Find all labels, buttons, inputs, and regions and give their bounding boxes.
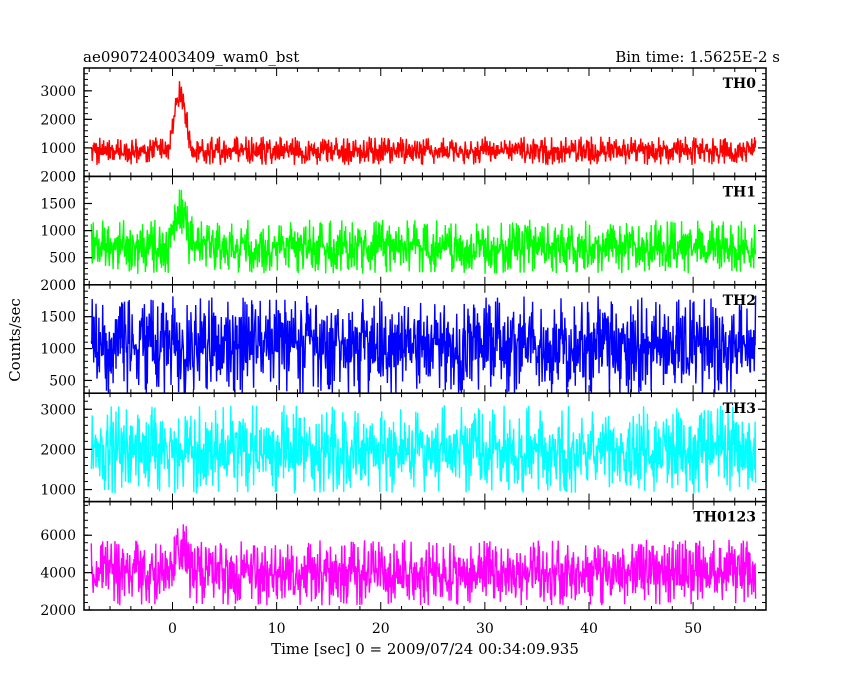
panel-label-th2: TH2 [723,293,756,309]
x-tick-label: 50 [684,621,702,637]
panel-th2: 500 1000 1500 2000 TH2 [40,278,767,394]
y-tick-label: 2000 [40,442,76,458]
y-tick-label: 2000 [40,169,76,185]
y-tick-label: 2000 [40,112,76,128]
y-tick-label: 6000 [40,528,76,544]
panel-label-th0123: TH0123 [693,510,756,526]
x-axis-label: Time [sec] 0 = 2009/07/24 00:34:09.935 [271,640,579,658]
y-tick-label: 0 [67,278,76,294]
series-line-th0 [90,81,757,166]
panel-label-th3: TH3 [723,401,756,417]
panel-th3: 1000 2000 3000 TH3 [40,392,767,503]
x-tick-label: 0 [168,621,177,637]
y-tick-label: 1500 [40,310,76,326]
series-line-th0123 [90,524,757,606]
y-tick-label: 500 [49,373,76,389]
y-tick-label: 500 [49,251,76,267]
series-line-th2 [90,295,757,394]
y-tick-label: 0 [67,169,76,185]
y-tick-label: 1000 [40,342,76,358]
panel-th0123: 2000 4000 6000 TH0123 [40,500,767,619]
series-line-th3 [90,405,757,494]
panel-label-th0: TH0 [723,76,757,92]
series-line-th1 [90,189,757,274]
x-tick-label: 20 [372,621,390,637]
x-tick-label: 30 [476,621,494,637]
chart-title-right: Bin time: 1.5625E-2 s [615,48,780,66]
y-tick-label: 3000 [40,84,76,100]
y-tick-label: 1500 [40,197,76,213]
y-tick-label: 3000 [40,402,76,418]
y-tick-label: 4000 [40,566,76,582]
panel-th0: 0 1000 2000 3000 TH0 [40,67,767,185]
panel-frame [83,500,767,611]
y-tick-label: 2000 [40,278,76,294]
panel-label-th1: TH1 [723,184,756,200]
y-tick-label: 1000 [40,141,76,157]
y-axis-label: Counts/sec [6,298,24,382]
x-tick-label: 10 [268,621,286,637]
y-tick-label: 1000 [40,483,76,499]
panel-th1: 0 500 1000 1500 2000 TH1 [40,169,767,294]
y-tick-label: 1000 [40,224,76,240]
x-tick-label: 40 [580,621,598,637]
y-tick-label: 2000 [40,603,76,619]
chart-title-left: ae090724003409_wam0_bst [83,48,299,66]
